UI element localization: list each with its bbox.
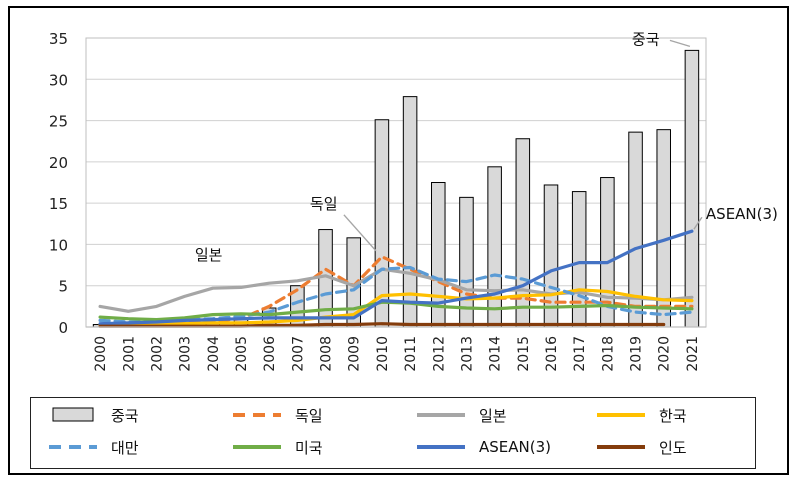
x-tick-label: 2009 <box>347 336 363 372</box>
x-tick-label: 2010 <box>375 336 391 372</box>
bar-중국 <box>656 129 671 328</box>
y-tick-label: 5 <box>58 278 68 296</box>
x-tick-label: 2001 <box>121 336 137 372</box>
x-tick-label: 2008 <box>319 336 335 372</box>
legend-item: 일본 <box>411 404 507 426</box>
x-tick-label: 2015 <box>516 336 532 372</box>
y-tick-label: 15 <box>49 195 68 213</box>
legend-item: 대만 <box>43 436 139 458</box>
line-series-한국 <box>98 288 694 327</box>
legend-label: 대만 <box>111 438 139 457</box>
legend-swatch <box>49 445 97 449</box>
annotation-label: 일본 <box>195 246 223 264</box>
x-tick-label: 2000 <box>93 336 109 372</box>
y-tick-label: 20 <box>49 154 68 172</box>
x-tick-label: 2021 <box>685 336 701 372</box>
annotation-label: ASEAN(3) <box>706 205 778 223</box>
y-tick-label: 10 <box>49 236 68 254</box>
legend-swatch <box>417 413 465 417</box>
legend-item: ASEAN(3) <box>411 436 551 458</box>
legend-label: 인도 <box>659 438 687 457</box>
legend-item: 미국 <box>227 436 323 458</box>
legend-swatch <box>597 413 645 417</box>
line-series-일본 <box>98 267 694 313</box>
legend-item: 독일 <box>227 404 323 426</box>
x-tick-label: 2018 <box>600 336 616 372</box>
legend-swatch <box>233 413 281 417</box>
x-tick-label: 2013 <box>459 336 475 372</box>
x-tick-label: 2017 <box>572 336 588 372</box>
bar-중국 <box>684 49 700 328</box>
legend-label: 일본 <box>479 406 507 425</box>
x-tick-label: 2004 <box>206 336 222 372</box>
bar-중국 <box>487 166 502 328</box>
x-tick-label: 2020 <box>657 336 673 372</box>
legend-item: 인도 <box>591 436 687 458</box>
x-tick-label: 2011 <box>403 336 419 372</box>
x-tick-label: 2012 <box>431 336 447 372</box>
legend-label: 한국 <box>659 406 687 425</box>
x-tick-label: 2016 <box>544 336 560 372</box>
legend-label: 중국 <box>111 406 139 425</box>
annotation-leader <box>693 216 703 230</box>
x-tick-label: 2007 <box>290 336 306 372</box>
x-tick-label: 2014 <box>488 336 504 372</box>
legend-label: 독일 <box>295 406 323 425</box>
x-tick-label: 2019 <box>629 336 645 372</box>
x-tick-label: 2005 <box>234 336 250 372</box>
legend-swatch <box>597 445 645 449</box>
line-series-인도 <box>98 322 666 328</box>
annotation-label: 독일 <box>310 195 338 213</box>
y-tick-label: 30 <box>49 71 68 89</box>
annotation-label: 중국 <box>632 30 660 48</box>
x-tick-label: 2006 <box>262 336 278 372</box>
line-series-ASEAN(3) <box>98 229 694 326</box>
legend-label: 미국 <box>295 438 323 457</box>
legend-swatch <box>233 445 281 449</box>
annotation-leader <box>669 39 691 48</box>
legend-item: 중국 <box>43 404 139 426</box>
x-tick-label: 2003 <box>178 336 194 372</box>
y-tick-label: 25 <box>49 113 68 131</box>
y-tick-label: 0 <box>58 319 68 337</box>
legend-item: 한국 <box>591 404 687 426</box>
legend-swatch <box>52 407 94 422</box>
y-tick-label: 35 <box>49 30 68 48</box>
x-tick-label: 2002 <box>149 336 165 372</box>
legend-label: ASEAN(3) <box>479 438 551 456</box>
legend-swatch <box>417 445 465 449</box>
annotation-leader <box>343 214 377 252</box>
